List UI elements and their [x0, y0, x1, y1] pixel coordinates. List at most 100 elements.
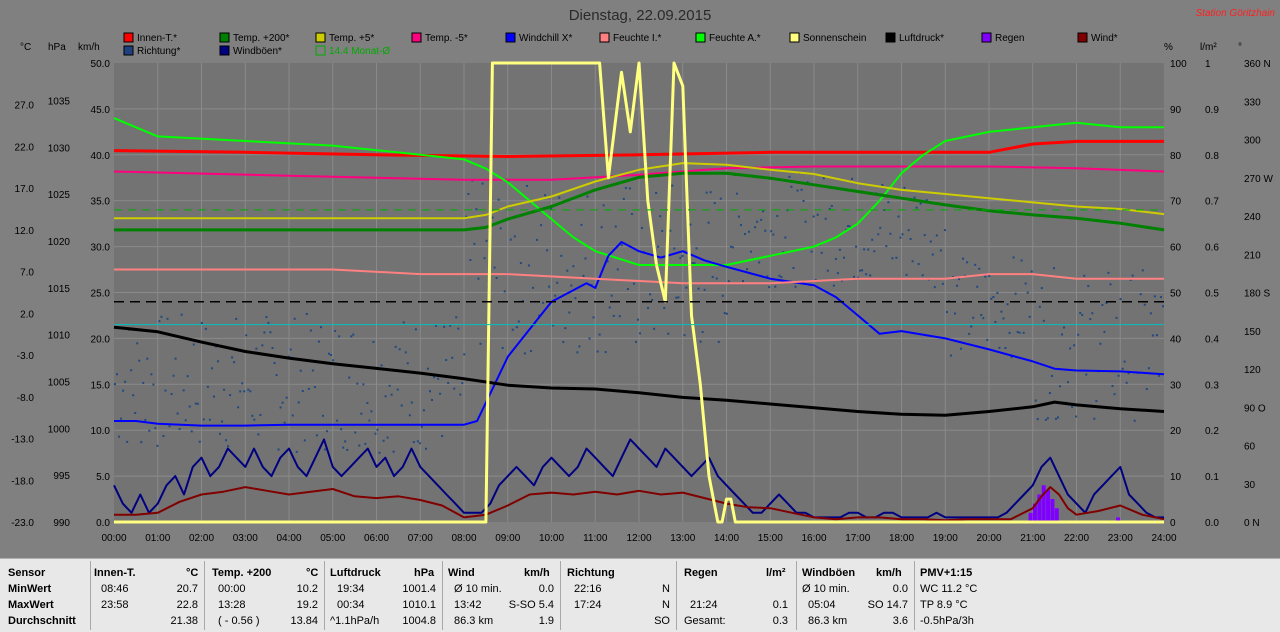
direction-dot: [235, 317, 238, 320]
direction-dot: [673, 247, 676, 250]
direction-dot: [336, 419, 339, 422]
direction-dot: [683, 334, 686, 337]
direction-dot: [453, 387, 456, 390]
pmv-value: TP 8.9 °C: [920, 599, 968, 611]
direction-dot: [459, 393, 462, 396]
direction-dot: [443, 325, 446, 328]
tick-label-percent: 10: [1170, 472, 1182, 483]
luft-time: 19:34: [337, 583, 365, 595]
direction-dot: [978, 267, 981, 270]
tick-label-hpa: 1000: [48, 424, 71, 435]
direction-dot: [404, 351, 407, 354]
regen-time: Gesamt:: [684, 615, 726, 627]
direction-dot: [255, 347, 258, 350]
direction-dot: [1139, 293, 1142, 296]
direction-dot: [297, 401, 300, 404]
direction-dot: [414, 328, 417, 331]
direction-dot: [227, 445, 230, 448]
direction-dot: [422, 409, 425, 412]
tick-label-kmh: 50.0: [91, 59, 111, 70]
tick-label-rain: 0.2: [1205, 426, 1219, 437]
direction-dot: [570, 284, 573, 287]
direction-dot: [1115, 316, 1118, 319]
direction-dot: [182, 389, 185, 392]
direction-dot: [968, 332, 971, 335]
direction-dot: [140, 441, 143, 444]
direction-dot: [974, 263, 977, 266]
direction-dot: [247, 388, 250, 391]
direction-dot: [582, 274, 585, 277]
direction-dot: [200, 321, 203, 324]
direction-dot: [513, 235, 516, 238]
boeen-value: SO 14.7: [867, 599, 908, 611]
direction-dot: [208, 418, 211, 421]
stats-separator: [90, 561, 91, 630]
direction-dot: [525, 184, 528, 187]
wind-value: 1.9: [538, 615, 554, 627]
direction-dot: [509, 238, 512, 241]
direction-dot: [778, 274, 781, 277]
rain-bar: [1050, 499, 1055, 522]
direction-dot: [925, 199, 928, 202]
direction-dot: [608, 306, 611, 309]
direction-dot: [263, 331, 266, 334]
direction-dot: [548, 285, 551, 288]
legend-label: Windchill X*: [519, 33, 572, 44]
direction-dot: [667, 332, 670, 335]
tick-label-percent: 20: [1170, 426, 1182, 437]
direction-dot: [1012, 256, 1015, 259]
direction-dot: [536, 238, 539, 241]
direction-dot: [1014, 292, 1017, 295]
direction-dot: [554, 294, 557, 297]
direction-dot: [447, 381, 450, 384]
direction-dot: [949, 354, 952, 357]
direction-dot: [237, 406, 240, 409]
direction-dot: [764, 229, 767, 232]
direction-dot: [392, 450, 395, 453]
direction-dot: [899, 236, 902, 239]
direction-dot: [679, 256, 682, 259]
direction-dot: [406, 362, 409, 365]
direction-dot: [204, 327, 207, 330]
direction-dot: [1002, 317, 1005, 320]
direction-dot: [657, 245, 660, 248]
direction-dot: [861, 269, 864, 272]
direction-dot: [776, 215, 779, 218]
tick-label-kmh: 10.0: [91, 426, 111, 437]
direction-dot: [1016, 330, 1019, 333]
direction-dot: [136, 342, 139, 345]
direction-dot: [497, 198, 500, 201]
direction-dot: [540, 224, 543, 227]
direction-dot: [840, 279, 843, 282]
direction-dot: [584, 257, 587, 260]
tick-label-direction: 360 N: [1244, 59, 1271, 70]
regen-value: 0.3: [772, 615, 788, 627]
direction-dot: [675, 296, 678, 299]
direction-dot: [693, 262, 696, 265]
unit-degree: °: [1238, 42, 1242, 53]
direction-dot: [1143, 303, 1146, 306]
direction-dot: [887, 201, 890, 204]
direction-dot: [1121, 367, 1124, 370]
legend-swatch: [1077, 32, 1088, 43]
direction-dot: [1026, 291, 1029, 294]
tick-label-celsius: 22.0: [15, 142, 35, 153]
richtung-time: 17:24: [574, 599, 602, 611]
direction-dot: [976, 285, 979, 288]
direction-dot: [604, 351, 607, 354]
tick-label-direction: 180 S: [1244, 289, 1270, 300]
direction-dot: [560, 254, 563, 257]
direction-dot: [527, 264, 530, 267]
tick-label-kmh: 45.0: [91, 105, 111, 116]
tick-label-rain: 0.4: [1205, 334, 1219, 345]
rain-bar: [1116, 517, 1121, 522]
direction-dot: [1079, 311, 1082, 314]
direction-dot: [576, 351, 579, 354]
tick-label-celsius: -13.0: [11, 435, 34, 446]
direction-dot: [206, 385, 209, 388]
direction-dot: [360, 412, 363, 415]
direction-dot: [760, 218, 763, 221]
series-line-innen-t: [113, 139, 1164, 158]
direction-dot: [431, 398, 434, 401]
direction-dot: [903, 186, 906, 189]
